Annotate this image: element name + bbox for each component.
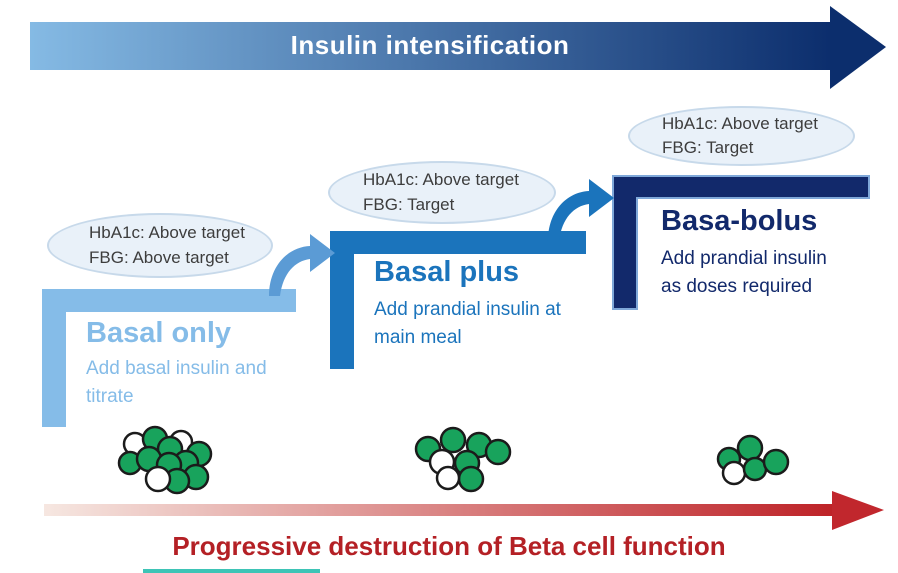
basal-bolus-bracket — [612, 175, 870, 310]
stage-desc-line: Add prandial insulin — [661, 248, 827, 269]
stage-desc-line: main meal — [374, 326, 462, 348]
stage-title-basal-bolus: Basa-bolus — [661, 205, 818, 237]
stage-title-basal-only: Basal only — [86, 317, 232, 349]
bottom-arrow — [44, 491, 884, 530]
beta-cell-cluster-2 — [414, 426, 512, 493]
bottom-teal-strip — [143, 569, 320, 573]
status-bubble-line: HbA1c: Above target — [363, 170, 519, 190]
status-bubble-basal-bolus: HbA1c: Above target FBG: Target — [628, 106, 855, 166]
stage-desc-line: Add basal insulin and — [86, 358, 267, 379]
status-bubble-line: FBG: Above target — [89, 247, 229, 267]
step-up-arrow-icon-2 — [548, 179, 614, 241]
stage-desc-line: titrate — [86, 385, 134, 407]
beta-cell — [144, 465, 172, 493]
beta-cell — [457, 465, 485, 493]
stage-title-basal-plus: Basal plus — [374, 256, 520, 288]
top-arrow — [30, 6, 886, 89]
status-bubble-basal-plus: HbA1c: Above target FBG: Target — [328, 161, 556, 224]
status-bubble-line: FBG: Target — [662, 138, 754, 157]
stage-desc-basal-plus: Add prandial insulin at main meal — [374, 296, 561, 351]
beta-cell — [721, 460, 747, 486]
basal-plus-bracket — [330, 231, 586, 369]
top-arrow-head-icon — [830, 6, 886, 89]
top-arrow-body — [30, 22, 830, 70]
bottom-arrow-body — [44, 504, 832, 516]
top-arrow-label: Insulin intensification — [290, 30, 570, 60]
beta-cell — [435, 465, 461, 491]
bottom-arrow-label: Progressive destruction of Beta cell fun… — [172, 531, 726, 561]
beta-cell-cluster-3 — [716, 434, 790, 486]
beta-cell-cluster-1 — [117, 425, 213, 495]
stage-desc-line: Add prandial insulin at — [374, 299, 561, 320]
status-bubble-line: FBG: Target — [363, 194, 455, 214]
beta-cell — [742, 456, 768, 482]
beta-cell — [762, 448, 790, 476]
stage-desc-line: as doses required — [661, 275, 813, 297]
status-bubble-line: HbA1c: Above target — [662, 113, 818, 133]
stage-desc-basal-only: Add basal insulin and titrate — [86, 355, 267, 410]
beta-cell — [736, 434, 764, 462]
status-bubble-line: HbA1c: Above target — [89, 223, 245, 243]
status-bubble-basal-only: HbA1c: Above target FBG: Above target — [47, 213, 273, 278]
stage-desc-basal-bolus: Add prandial insulin as doses required — [661, 245, 827, 300]
basal-only-bracket — [42, 289, 296, 427]
step-up-arrow-icon-1 — [269, 234, 335, 296]
beta-cell — [484, 438, 512, 466]
beta-cell — [439, 426, 467, 454]
bottom-arrow-head-icon — [832, 491, 884, 530]
